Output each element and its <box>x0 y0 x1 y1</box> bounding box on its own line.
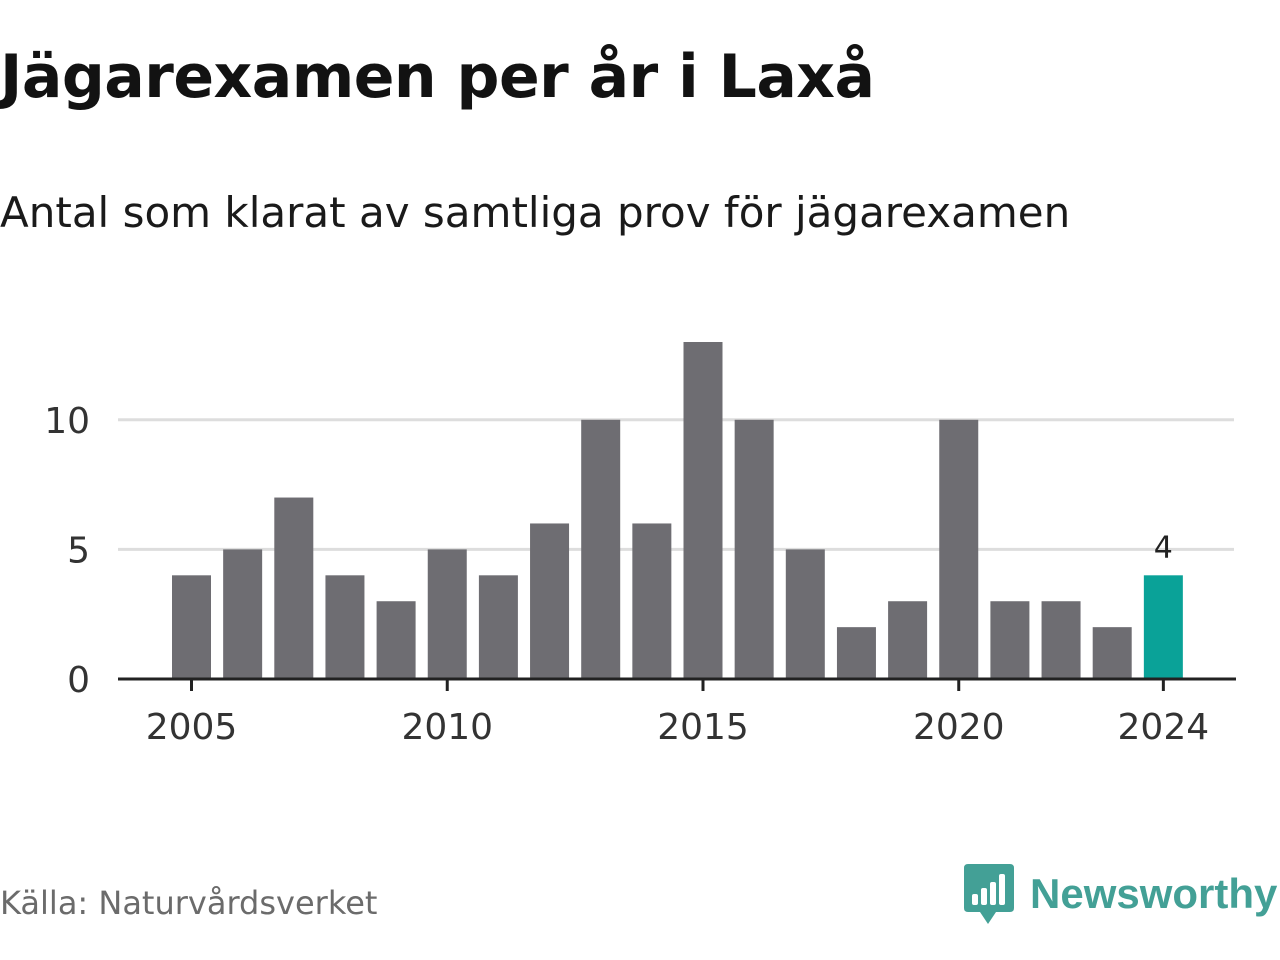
x-tick-label: 2010 <box>401 707 493 748</box>
brand-logo: Newsworthy <box>964 864 1277 924</box>
newsworthy-logo-icon <box>964 864 1014 924</box>
y-tick-label: 5 <box>67 530 90 571</box>
bar-2013 <box>581 419 621 679</box>
x-tick-label: 2020 <box>913 707 1005 748</box>
bar-2015 <box>683 342 723 679</box>
bar-2006 <box>223 549 263 679</box>
bar-2012 <box>530 523 570 679</box>
y-tick-label: 10 <box>44 401 90 442</box>
bar-2008 <box>325 575 365 679</box>
bar-2021 <box>990 601 1030 679</box>
bar-chart: 4 2005 2010 2015 2020 2024 0 5 10 <box>44 342 1236 748</box>
x-tick-label: 2024 <box>1118 707 1210 748</box>
x-tick-label: 2005 <box>146 707 238 748</box>
bar-2014 <box>632 523 672 679</box>
bar-2009 <box>376 601 416 679</box>
bar-2022 <box>1041 601 1081 679</box>
bar-2010 <box>427 549 467 679</box>
bar-2017 <box>785 549 825 679</box>
y-tick-label: 0 <box>67 660 90 701</box>
x-axis-ticks: 2005 2010 2015 2020 2024 <box>146 679 1209 748</box>
bar-2019 <box>888 601 928 679</box>
bar-2024 <box>1143 575 1183 679</box>
brand-name: Newsworthy <box>1030 870 1278 917</box>
bar-2016 <box>734 419 774 679</box>
bars <box>172 342 1183 679</box>
bar-2020 <box>939 419 979 679</box>
bar-2018 <box>836 627 876 679</box>
bar-2007 <box>274 497 314 679</box>
data-labels: 4 <box>1154 530 1173 565</box>
x-tick-label: 2015 <box>657 707 749 748</box>
bar-2023 <box>1092 627 1132 679</box>
chart-title: Jägarexamen per år i Laxå <box>0 42 875 112</box>
bar-2011 <box>478 575 518 679</box>
bar-2005 <box>172 575 211 679</box>
y-axis-ticks: 0 5 10 <box>44 401 90 701</box>
source-note: Källa: Naturvårdsverket <box>0 884 378 922</box>
data-label-2024: 4 <box>1154 530 1173 565</box>
chart-subtitle: Antal som klarat av samtliga prov för jä… <box>0 188 1071 237</box>
